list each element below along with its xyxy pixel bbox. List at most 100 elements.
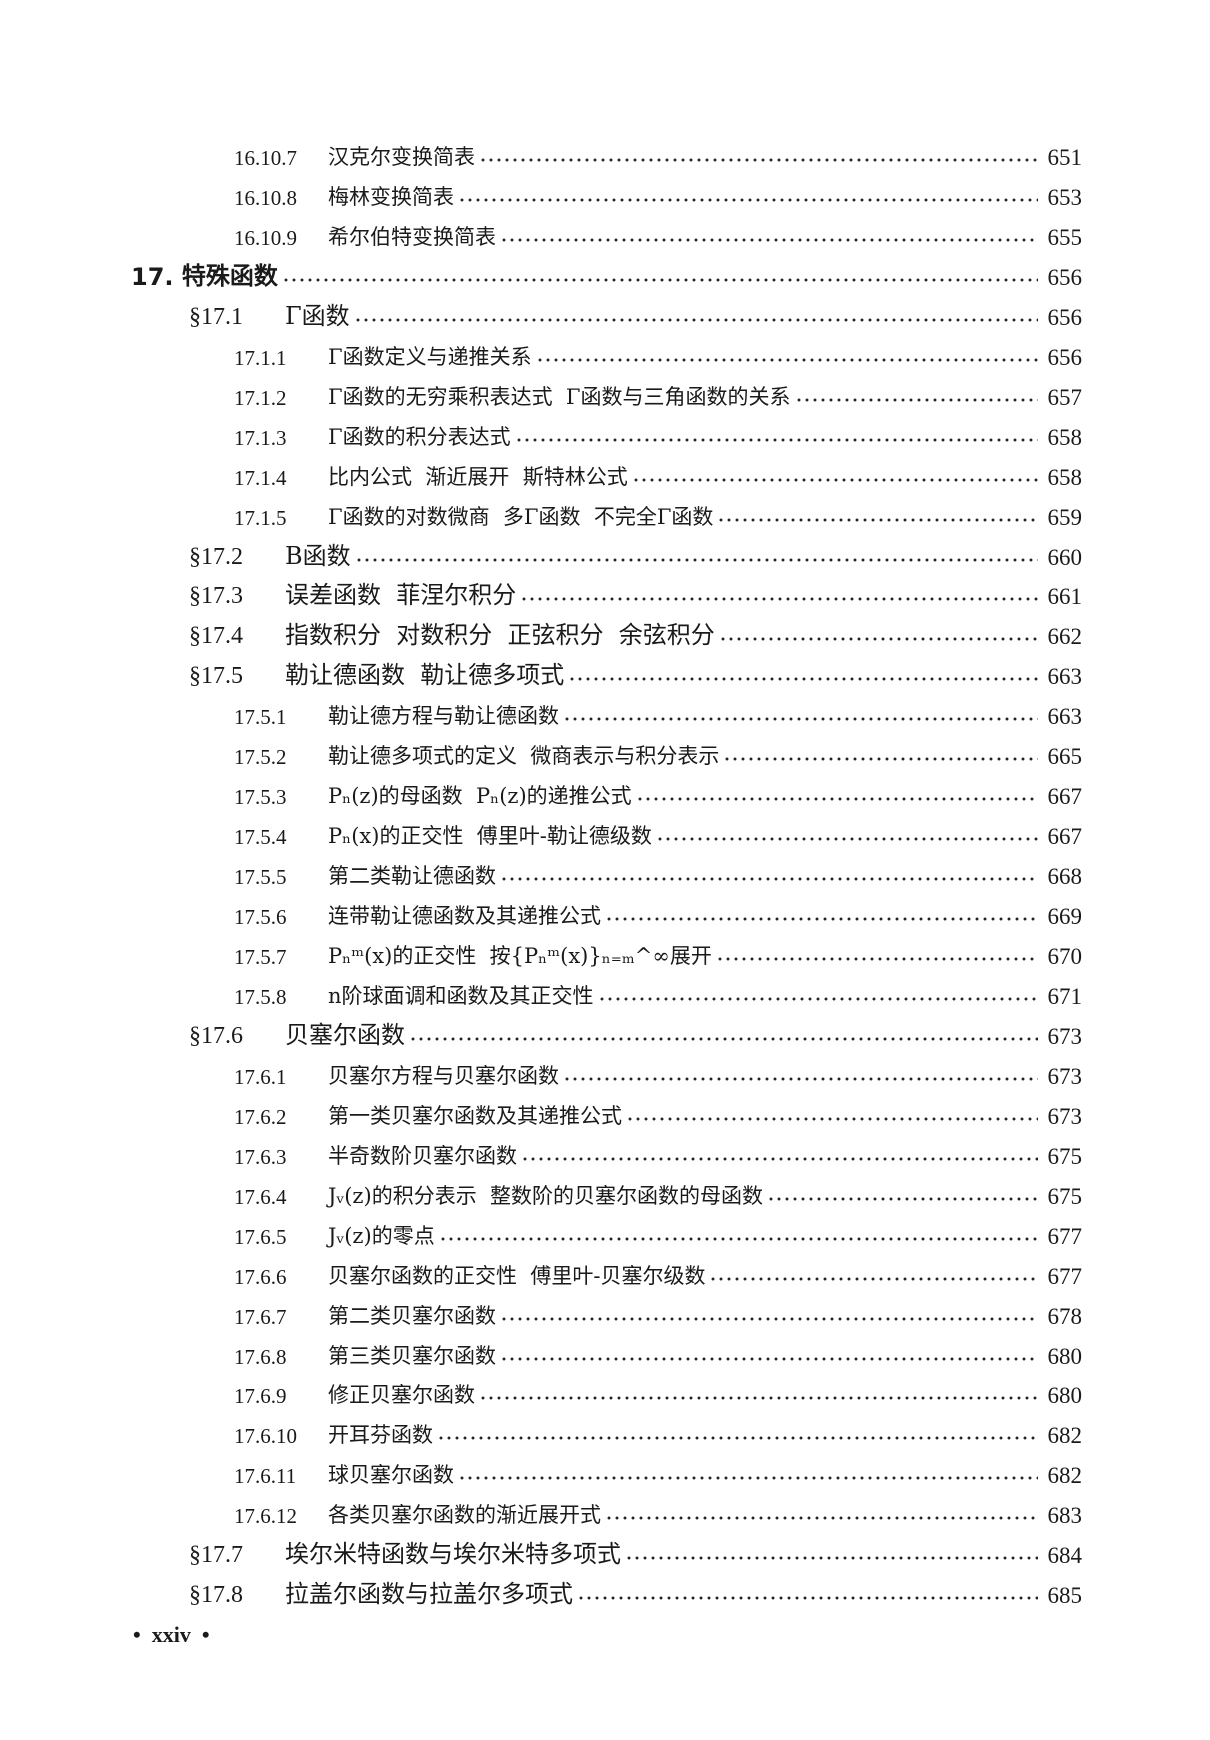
toc-entry-page: 678 [1047, 1303, 1083, 1329]
toc-entry-number: 17.1.4 [234, 465, 287, 490]
toc-entry-title: 指数积分 对数积分 正弦积分 余弦积分 [285, 621, 715, 650]
dot-leader [458, 195, 1038, 204]
toc-entry-page: 651 [1047, 145, 1083, 170]
toc-entry-title: 勒让德函数 勒让德多项式 [285, 661, 565, 690]
toc-entry-title: Pₙ(z)的母函数 Pₙ(z)的递推公式 [328, 784, 632, 809]
dot-leader [635, 795, 1038, 804]
dot-leader [605, 915, 1038, 924]
dot-leader [500, 1314, 1038, 1323]
toc-entry-page: 659 [1047, 504, 1083, 530]
toc-section: §17.5 勒让德函数 勒让德多项式 663 [189, 654, 1082, 690]
toc-entry-title: 比内公式 渐近展开 斯特林公式 [328, 464, 628, 489]
toc-entry-title: B函数 [285, 541, 351, 570]
toc-entry-number: 17.6.6 [234, 1264, 287, 1289]
toc-entry-page: 677 [1047, 1263, 1083, 1289]
dot-leader [479, 156, 1038, 164]
toc-entry-page: 683 [1047, 1503, 1083, 1529]
dot-leader [655, 835, 1038, 844]
toc-entry-title: Pₙᵐ(x)的正交性 按{Pₙᵐ(x)}ₙ₌ₘ^∞展开 [328, 944, 712, 968]
toc-entry-title: 开耳芬函数 [328, 1423, 433, 1448]
toc-subsection: 17.6.9 修正贝塞尔函数 680 [234, 1373, 1082, 1409]
toc-entry-title: 半奇数阶贝塞尔函数 [328, 1143, 517, 1168]
dot-leader [514, 435, 1038, 444]
toc-entry-title: 希尔伯特变换简表 [328, 224, 496, 249]
toc-section: §17.1 Γ函数 656 [189, 295, 1082, 331]
toc-entry-page: 656 [1047, 344, 1083, 370]
dot-leader [535, 355, 1038, 364]
toc-entry-title: Γ函数的对数微商 多Γ函数 不完全Γ函数 [328, 504, 714, 529]
toc-entry-number: 16.10.9 [234, 225, 297, 250]
toc-entry-number: 17.5.8 [234, 984, 287, 1009]
toc-entry-number: §17.7 [189, 1542, 243, 1569]
toc-entry-title: 第二类勒让德函数 [328, 864, 496, 889]
toc-subsection: 17.5.8 n阶球面调和函数及其正交性 671 [234, 974, 1082, 1010]
toc-entry-number: §17.8 [189, 1582, 243, 1609]
toc-subsection: 17.1.1 Γ函数定义与递推关系 656 [234, 335, 1082, 371]
toc-subsection: 17.6.1 贝塞尔方程与贝塞尔函数 673 [234, 1054, 1082, 1090]
toc-subsection: 17.1.4 比内公式 渐近展开 斯特林公式 658 [234, 455, 1082, 491]
dot-leader [568, 675, 1038, 684]
toc-entry-title: 球贝塞尔函数 [328, 1463, 454, 1488]
dot-leader [597, 994, 1038, 1003]
toc-entry-page: 670 [1047, 944, 1083, 969]
toc-section: §17.4 指数积分 对数积分 正弦积分 余弦积分 662 [189, 614, 1082, 650]
toc-entry-page: 662 [1047, 624, 1083, 650]
dot-leader [500, 875, 1038, 884]
toc-entry-number: 17.5.5 [234, 865, 287, 890]
dot-leader [631, 475, 1038, 484]
dot-leader [479, 1394, 1038, 1403]
toc-entry-page: 680 [1047, 1383, 1083, 1409]
toc-entry-page: 675 [1047, 1143, 1083, 1169]
toc-entry-page: 682 [1047, 1463, 1083, 1489]
toc-entry-number: 17.5.4 [234, 825, 287, 850]
dot-leader [718, 635, 1038, 644]
toc-entry-number: §17.4 [189, 623, 243, 650]
toc-entry-page: 665 [1047, 744, 1083, 770]
toc-subsection: 16.10.8 梅林变换简表 653 [234, 175, 1082, 211]
toc-subsection: 17.5.1 勒让德方程与勒让德函数 663 [234, 694, 1082, 730]
toc-subsection: 17.5.5 第二类勒让德函数 668 [234, 854, 1082, 890]
dot-leader [717, 515, 1038, 524]
dot-leader [521, 1154, 1038, 1163]
toc-entry-title: 贝塞尔函数 [285, 1020, 405, 1049]
toc-entry-number: 16.10.8 [234, 185, 297, 210]
toc-section: §17.3 误差函数 菲涅尔积分 661 [189, 574, 1082, 610]
toc-entry-number: 17.5.7 [234, 945, 287, 969]
toc-entry-number: 17.1.5 [234, 505, 287, 530]
toc-entry-title: Γ函数 [285, 301, 350, 330]
dot-leader [625, 1554, 1038, 1563]
dot-leader [709, 1274, 1038, 1283]
dot-leader [577, 1594, 1038, 1603]
toc-entry-number: §17.5 [189, 663, 243, 690]
toc-entry-number: 17.5.3 [234, 785, 287, 810]
toc-entry-page: 660 [1047, 544, 1083, 570]
toc-entry-title: 汉克尔变换简表 [328, 145, 475, 169]
toc-subsection: 17.6.2 第一类贝塞尔函数及其递推公式 673 [234, 1094, 1082, 1130]
toc-entry-page: 658 [1047, 424, 1083, 450]
toc-entry-number: 17.6.9 [234, 1384, 287, 1409]
toc-entry-title: 勒让德方程与勒让德函数 [328, 704, 559, 729]
dot-leader [500, 1354, 1038, 1363]
toc-entry-number: 17.6.8 [234, 1344, 287, 1369]
toc-entry-page: 657 [1047, 384, 1083, 410]
toc-entry-page: 667 [1047, 784, 1083, 810]
toc-entry-number: 17.6.7 [234, 1304, 287, 1329]
toc-entry-title: 修正贝塞尔函数 [328, 1383, 475, 1408]
toc-entry-title: Γ函数定义与递推关系 [328, 344, 532, 369]
toc-entry-title: 拉盖尔函数与拉盖尔多项式 [285, 1580, 573, 1609]
toc-subsection: 17.5.6 连带勒让德函数及其递推公式 669 [234, 894, 1082, 930]
dot-leader [563, 715, 1038, 724]
toc-entry-page: 663 [1047, 664, 1083, 690]
toc-entry-number: 17.6.10 [234, 1424, 297, 1449]
toc-entry-page: 673 [1047, 1063, 1083, 1089]
toc-subsection: 17.6.4 Jᵥ(z)的积分表示 整数阶的贝塞尔函数的母函数 675 [234, 1174, 1082, 1210]
toc-section: §17.7 埃尔米特函数与埃尔米特多项式 684 [189, 1533, 1082, 1569]
toc-entry-page: 667 [1047, 824, 1083, 850]
toc-entry-page: 677 [1047, 1223, 1083, 1249]
toc-entry-page: 675 [1047, 1183, 1083, 1209]
toc-entry-number: §17.6 [189, 1022, 243, 1049]
toc-entry-page: 658 [1047, 464, 1083, 490]
dot-leader [767, 1194, 1038, 1203]
toc-entry-number: 17.6.3 [234, 1144, 287, 1169]
toc-entry-number: 17.6.12 [234, 1504, 297, 1529]
